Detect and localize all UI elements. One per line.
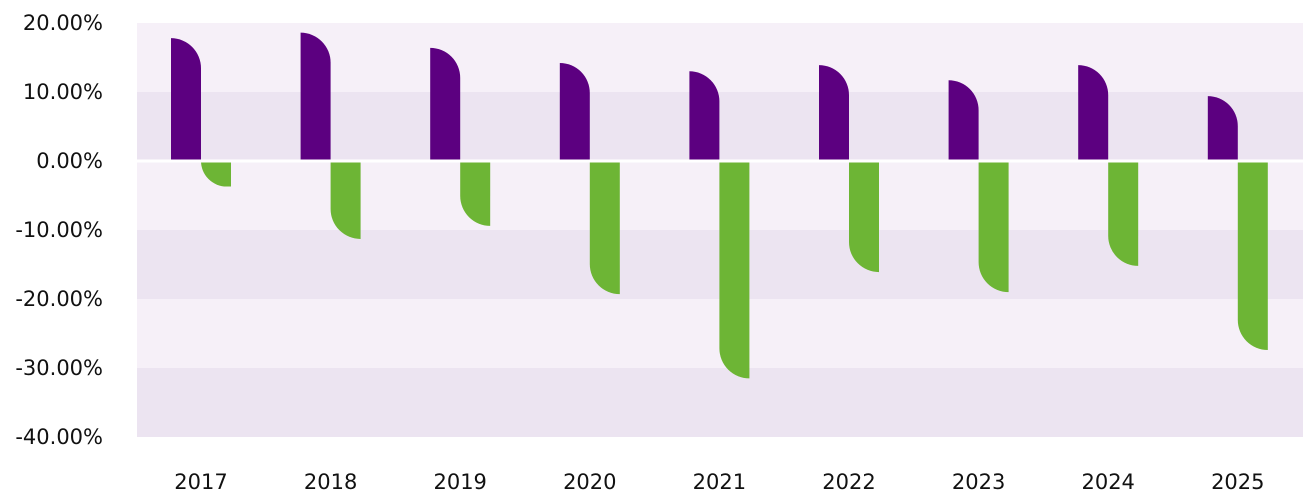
bar-series1-2025 — [1207, 96, 1238, 161]
bar-series1-2022 — [819, 65, 849, 161]
x-axis-tick-labels: 2017 2018 2019 2020 2021 2022 2023 2024 2025 — [174, 470, 1264, 494]
bar-series1-2020 — [559, 63, 590, 161]
bar-series1-2019 — [430, 47, 461, 162]
x-tick-label: 2024 — [1081, 470, 1134, 494]
y-tick-label: -10.00% — [15, 218, 103, 242]
y-tick-label: 0.00% — [36, 149, 103, 173]
bar-series2-2020 — [589, 161, 620, 295]
y-tick-label: -40.00% — [15, 425, 103, 449]
x-tick-label: 2017 — [174, 470, 227, 494]
bar-series2-2019 — [460, 161, 491, 226]
bar-series1-2017 — [171, 38, 201, 161]
bar-series2-2024 — [1108, 161, 1139, 266]
bar-series2-2022 — [849, 161, 879, 273]
x-tick-label: 2020 — [563, 470, 616, 494]
grid-band — [137, 368, 1303, 437]
x-tick-label: 2021 — [693, 470, 746, 494]
grid-band — [137, 23, 1303, 92]
y-tick-label: -30.00% — [15, 356, 103, 380]
x-tick-label: 2019 — [433, 470, 486, 494]
bar-series1-2024 — [1078, 65, 1109, 161]
bar-series2-2017 — [201, 161, 231, 187]
y-axis-tick-labels: 20.00% 10.00% 0.00% -10.00% -20.00% -30.00% -4… — [15, 11, 103, 449]
y-tick-label: -20.00% — [15, 287, 103, 311]
x-tick-label: 2025 — [1211, 470, 1264, 494]
grid-band — [137, 92, 1303, 161]
bar-series1-2018 — [300, 32, 331, 161]
x-tick-label: 2023 — [952, 470, 1005, 494]
bar-series2-2021 — [719, 161, 750, 379]
bar-series2-2025 — [1237, 161, 1268, 351]
bar-series2-2023 — [978, 161, 1009, 293]
y-tick-label: 20.00% — [23, 11, 103, 35]
bar-series2-2018 — [330, 161, 361, 239]
bar-series1-2021 — [689, 71, 720, 161]
x-tick-label: 2018 — [304, 470, 357, 494]
x-tick-label: 2022 — [822, 470, 875, 494]
bars-group — [171, 32, 1268, 379]
y-tick-label: 10.00% — [23, 80, 103, 104]
bar-series1-2023 — [948, 80, 979, 161]
